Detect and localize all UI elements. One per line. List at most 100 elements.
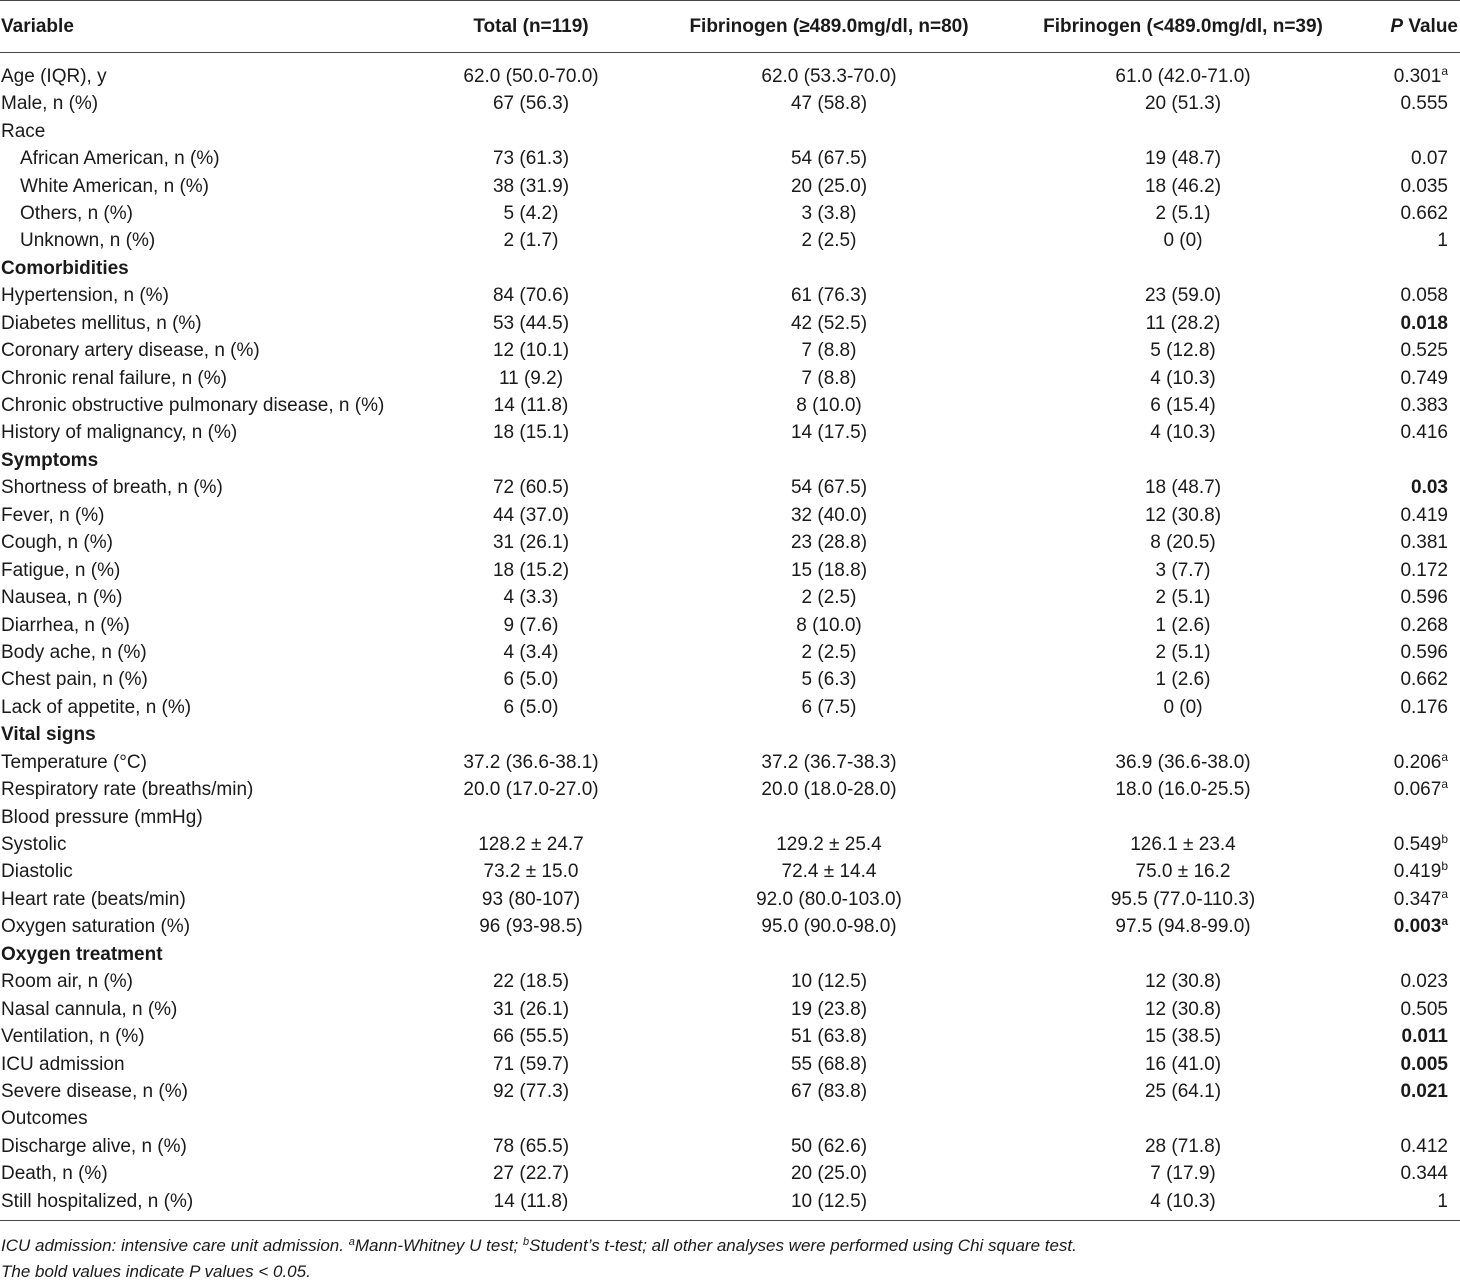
fibrinogen-high-cell: 47 (58.8) — [790, 93, 868, 115]
fibrinogen-high-cell: 7 (8.8) — [801, 367, 857, 389]
variable-label: Body ache, n (%) — [1, 641, 147, 663]
table-footnotes: ICU admission: intensive care unit admis… — [1, 1233, 1077, 1285]
p-value: 0.301 — [1393, 66, 1442, 87]
table-row: ICU admission 71 (59.7) 55 (68.8) 16 (41.0)… — [0, 1050, 1460, 1077]
p-value: 0.206 — [1393, 751, 1442, 773]
p-value: 0.596 — [1400, 587, 1448, 609]
fibrinogen-low-cell: 25 (64.1) — [1144, 1080, 1222, 1102]
variable-label: Nausea, n (%) — [1, 587, 123, 609]
table-row: Respiratory rate (breaths/min) 20.0 (17.0… — [0, 776, 1460, 803]
fibrinogen-low-cell: 95.5 (77.0-110.3) — [1110, 888, 1256, 910]
fibrinogen-low-cell: 4 (10.3) — [1150, 422, 1216, 444]
p-value: 0.412 — [1400, 1135, 1448, 1157]
p-value-cell: 1 — [1360, 227, 1460, 254]
total-cell: 78 (65.5) — [492, 1135, 570, 1157]
fibrinogen-high-cell: 15 (18.8) — [790, 559, 868, 581]
p-value: 0.505 — [1400, 998, 1448, 1020]
p-value-cell — [1360, 255, 1460, 282]
variable-label: Fatigue, n (%) — [1, 559, 121, 581]
fibrinogen-high-cell: 6 (7.5) — [801, 696, 857, 718]
fibrinogen-high-cell: 23 (28.8) — [790, 532, 868, 554]
p-value: 1 — [1437, 1190, 1448, 1212]
table-row: Still hospitalized, n (%) 14 (11.8) 10 (12… — [0, 1187, 1460, 1221]
p-value-cell: 0.596 — [1360, 584, 1460, 611]
total-cell: 62.0 (50.0-70.0) — [463, 66, 599, 87]
fibrinogen-high-cell — [652, 941, 1006, 968]
section-heading: Vital signs — [1, 724, 96, 746]
fibrinogen-low-cell: 61.0 (42.0-71.0) — [1115, 66, 1251, 87]
variable-label: White American, n (%) — [20, 175, 209, 197]
header-p-text: Value — [1403, 15, 1458, 37]
fibrinogen-high-cell — [652, 803, 1006, 830]
p-value: 0.525 — [1400, 340, 1448, 362]
fibrinogen-low-cell: 6 (15.4) — [1150, 395, 1216, 417]
footnote-text: Mann-Whitney U test; — [354, 1236, 523, 1255]
p-value-cell: 0.011 — [1360, 1023, 1460, 1050]
table-row: Body ache, n (%) 4 (3.4) 2 (2.5) 2 (5.1) 0.5… — [0, 639, 1460, 666]
p-value-cell: 0.023 — [1360, 968, 1460, 995]
variable-label: Discharge alive, n (%) — [1, 1135, 187, 1157]
table-row: Chronic obstructive pulmonary disease, n… — [0, 392, 1460, 419]
total-cell: 53 (44.5) — [492, 312, 570, 334]
total-cell: 4 (3.3) — [503, 587, 559, 609]
fibrinogen-low-cell: 12 (30.8) — [1144, 971, 1222, 993]
p-value: 0.018 — [1400, 312, 1448, 334]
variable-label: African American, n (%) — [20, 148, 220, 170]
fibrinogen-high-cell: 2 (2.5) — [801, 230, 857, 252]
fibrinogen-high-cell: 10 (12.5) — [790, 971, 868, 993]
p-value-cell: 0.596 — [1360, 639, 1460, 666]
p-value-cell — [1360, 941, 1460, 968]
variable-label: Oxygen saturation (%) — [1, 916, 191, 938]
total-cell: 18 (15.1) — [492, 422, 570, 444]
variable-label: Cough, n (%) — [1, 532, 113, 554]
fibrinogen-low-cell — [1006, 447, 1360, 474]
variable-label: Diarrhea, n (%) — [1, 614, 130, 636]
fibrinogen-high-cell: 37.2 (36.7-38.3) — [761, 751, 897, 773]
fibrinogen-high-cell: 5 (6.3) — [801, 669, 857, 691]
fibrinogen-high-cell: 62.0 (53.3-70.0) — [761, 66, 897, 87]
total-cell: 22 (18.5) — [492, 971, 570, 993]
fibrinogen-low-cell: 4 (10.3) — [1150, 367, 1216, 389]
fibrinogen-low-cell: 1 (2.6) — [1155, 669, 1211, 691]
p-value-cell: 0.412 — [1360, 1133, 1460, 1160]
p-value-cell: 0.383 — [1360, 392, 1460, 419]
total-cell: 2 (1.7) — [503, 230, 559, 252]
fibrinogen-high-cell: 129.2 ± 25.4 — [776, 834, 882, 856]
total-cell — [410, 803, 652, 830]
fibrinogen-high-cell: 95.0 (90.0-98.0) — [761, 916, 897, 938]
p-value-cell — [1360, 117, 1460, 144]
total-cell: 6 (5.0) — [503, 669, 559, 691]
total-cell: 27 (22.7) — [492, 1163, 570, 1185]
p-value: 0.035 — [1400, 175, 1448, 197]
total-cell — [410, 721, 652, 748]
total-cell: 128.2 ± 24.7 — [478, 834, 584, 856]
table-row: Comorbidities — [0, 255, 1460, 282]
p-value: 0.011 — [1401, 1026, 1449, 1048]
total-cell: 4 (3.4) — [503, 641, 559, 663]
fibrinogen-high-cell: 72.4 ± 14.4 — [781, 861, 877, 883]
fibrinogen-high-cell: 32 (40.0) — [790, 504, 868, 526]
total-cell: 14 (11.8) — [493, 395, 569, 417]
variable-label: ICU admission — [1, 1053, 125, 1075]
p-value: 0.662 — [1400, 669, 1448, 691]
footnote-marker: b — [523, 1236, 530, 1248]
table-row: Room air, n (%) 22 (18.5) 10 (12.5) 12 (30.… — [0, 968, 1460, 995]
table-row: Male, n (%) 67 (56.3) 47 (58.8) 20 (51.3) 0.… — [0, 90, 1460, 117]
table-row: Hypertension, n (%) 84 (70.6) 61 (76.3) 23 … — [0, 282, 1460, 309]
p-value: 0.172 — [1400, 559, 1448, 581]
p-value-cell: 1 — [1360, 1187, 1460, 1221]
fibrinogen-low-cell — [1006, 255, 1360, 282]
fibrinogen-low-cell: 7 (17.9) — [1150, 1163, 1216, 1185]
table-row: Age (IQR), y 62.0 (50.0-70.0) 62.0 (53.3-7… — [0, 53, 1460, 91]
variable-label: Lack of appetite, n (%) — [1, 696, 192, 718]
table-row: Others, n (%) 5 (4.2) 3 (3.8) 2 (5.1) 0.662 — [0, 200, 1460, 227]
header-row: Variable Total (n=119) Fibrinogen (≥489.… — [0, 0, 1460, 53]
table-row: Fever, n (%) 44 (37.0) 32 (40.0) 12 (30.8) 0… — [0, 502, 1460, 529]
table-row: African American, n (%) 73 (61.3) 54 (67.5… — [0, 145, 1460, 172]
fibrinogen-low-cell: 8 (20.5) — [1150, 532, 1216, 554]
total-cell: 11 (9.2) — [498, 367, 564, 389]
p-value-footnote-marker: a — [1441, 64, 1448, 78]
table-row: Race — [0, 117, 1460, 144]
table-row: Unknown, n (%) 2 (1.7) 2 (2.5) 0 (0) 1 — [0, 227, 1460, 254]
fibrinogen-low-cell: 126.1 ± 23.4 — [1130, 834, 1236, 856]
